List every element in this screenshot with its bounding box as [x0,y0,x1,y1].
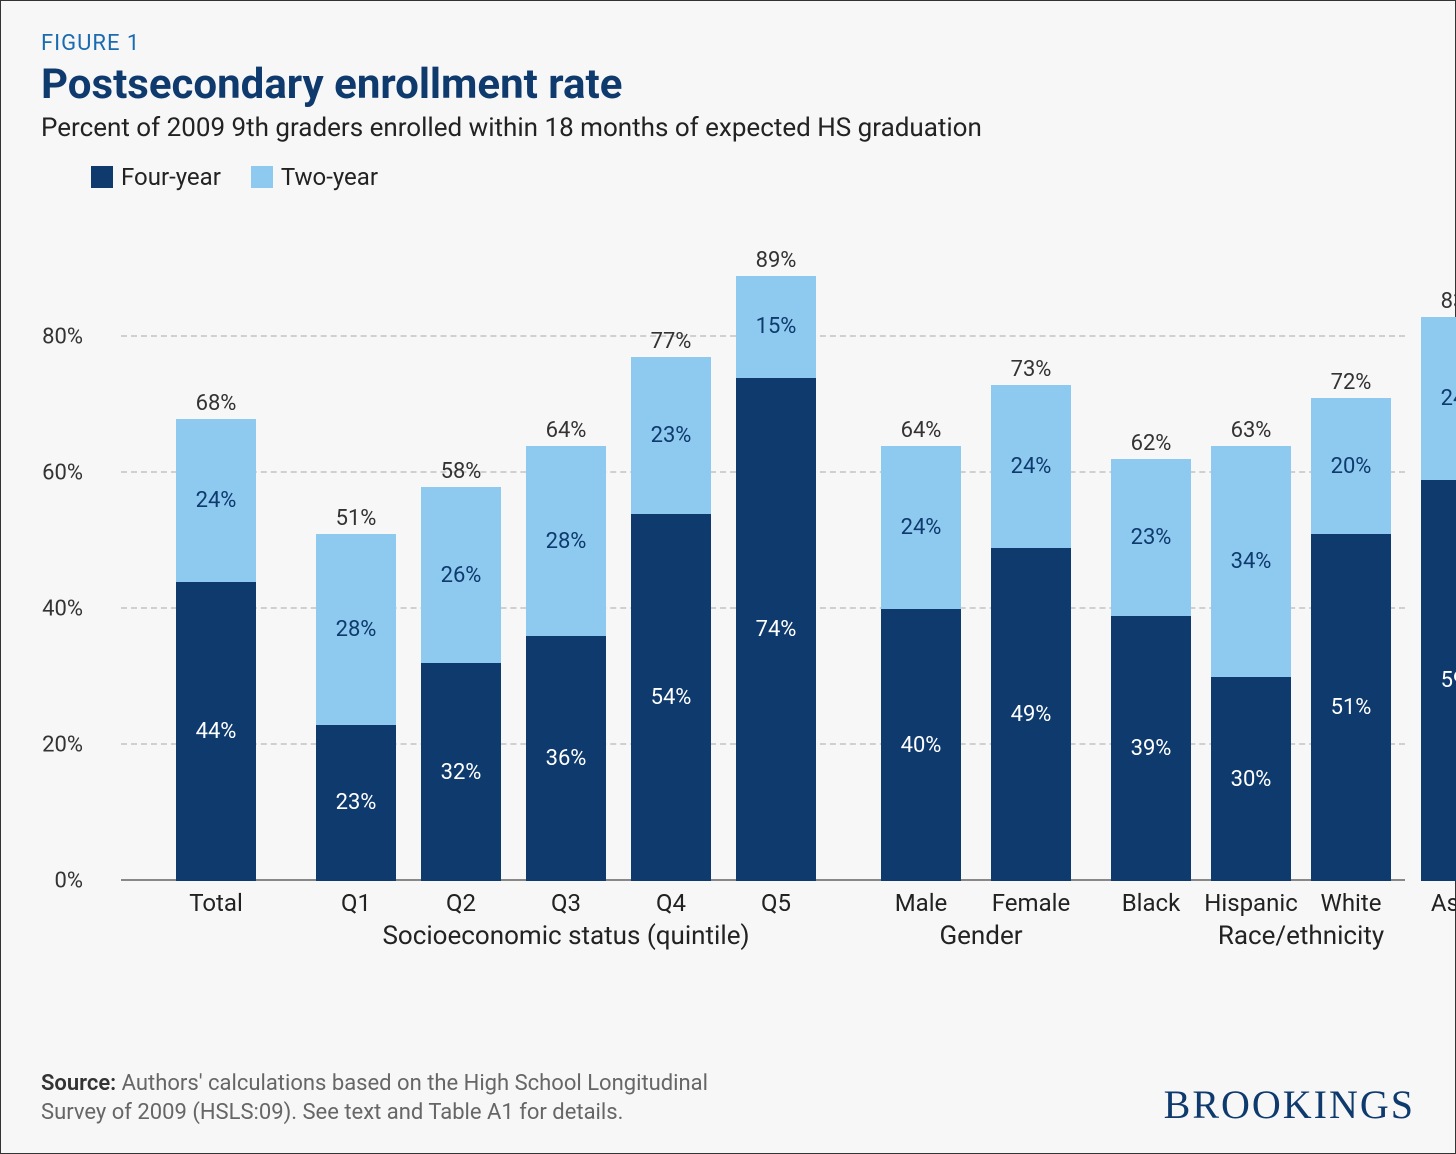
bar-q4: 77%23%54% [631,357,711,881]
bar-total-label: 51% [316,506,396,531]
bar-white: 72%20%51% [1311,398,1391,881]
bar-segment-fouryear: 74% [736,378,816,881]
bar-male: 64%24%40% [881,446,961,881]
bar-total-label: 63% [1211,418,1291,443]
y-tick-label: 0% [55,869,83,894]
figure-footer: Source: Authors' calculations based on t… [41,1069,1415,1128]
bar-hispanic: 63%34%30% [1211,446,1291,881]
bar-q5: 89%15%74% [736,276,816,881]
bar-segment-fouryear: 59% [1421,480,1456,881]
legend-swatch-twoyear [251,166,273,188]
source-note: Source: Authors' calculations based on t… [41,1069,721,1128]
bar-segment-twoyear: 28% [526,446,606,636]
category-label: Hispanic [1204,889,1298,917]
plot-area: 0%20%40%60%80% 68%24%44%51%28%23%58%26%3… [91,201,1405,961]
bar-total-label: 64% [881,418,961,443]
legend-label-fouryear: Four-year [121,163,221,191]
category-label: Total [189,889,243,917]
y-tick-label: 80% [42,325,83,350]
legend-item-fouryear: Four-year [91,163,221,191]
category-label: White [1321,889,1382,917]
category-label: Black [1122,889,1181,917]
figure-subtitle: Percent of 2009 9th graders enrolled wit… [41,113,1415,143]
bar-segment-twoyear: 24% [991,385,1071,548]
bar-total-label: 83% [1421,289,1456,314]
category-labels: Total Q1 Q2 Q3 Q4 Q5 Socioeconomic status (qui… [121,881,1405,961]
bar-q1: 51%28%23% [316,534,396,881]
bar-total-label: 89% [736,248,816,273]
bar-segment-fouryear: 36% [526,636,606,881]
legend: Four-year Two-year [91,163,1415,191]
bar-total-label: 72% [1311,370,1391,395]
bar-asian: 83%24%59% [1421,317,1456,881]
bar-segment-fouryear: 44% [176,582,256,881]
bar-segment-fouryear: 51% [1311,534,1391,881]
bar-segment-twoyear: 34% [1211,446,1291,677]
bar-segment-fouryear: 54% [631,514,711,881]
bar-segment-twoyear: 28% [316,534,396,724]
category-label: Q2 [446,889,476,917]
bar-black: 62%23%39% [1111,459,1191,881]
figure-title: Postsecondary enrollment rate [41,60,1415,109]
bar-total-label: 77% [631,329,711,354]
group-label: Socioeconomic status (quintile) [382,921,749,951]
bar-segment-fouryear: 32% [421,663,501,881]
y-tick-label: 20% [42,733,83,758]
bar-segment-twoyear: 24% [176,419,256,582]
bar-segment-twoyear: 15% [736,276,816,378]
figure-label: FIGURE 1 [41,31,1415,56]
group-label: Race/ethnicity [1218,921,1384,951]
bar-total-label: 68% [176,391,256,416]
legend-item-twoyear: Two-year [251,163,378,191]
bar-segment-twoyear: 23% [631,357,711,513]
category-label: Q4 [656,889,686,917]
bar-q3: 64%28%36% [526,446,606,881]
bars-area: 68%24%44%51%28%23%58%26%32%64%28%36%77%2… [121,201,1405,881]
bar-total-label: 73% [991,357,1071,382]
bar-female: 73%24%49% [991,385,1071,881]
legend-swatch-fouryear [91,166,113,188]
bar-segment-twoyear: 24% [1421,317,1456,480]
category-label: Q5 [761,889,791,917]
bar-total-label: 64% [526,418,606,443]
bar-total: 68%24%44% [176,419,256,881]
category-label: Asian [1431,889,1456,917]
y-tick-label: 60% [42,461,83,486]
bar-total-label: 62% [1111,431,1191,456]
source-prefix: Source: [41,1071,122,1096]
group-label: Gender [939,921,1022,951]
bar-q2: 58%26%32% [421,487,501,881]
y-axis: 0%20%40%60%80% [41,201,91,881]
bar-segment-fouryear: 30% [1211,677,1291,881]
category-label: Q3 [551,889,581,917]
category-label: Female [992,889,1070,917]
bar-segment-fouryear: 23% [316,725,396,881]
y-tick-label: 40% [42,597,83,622]
category-label: Q1 [341,889,371,917]
brand-logo: BROOKINGS [1164,1081,1415,1128]
bar-segment-twoyear: 26% [421,487,501,664]
bar-total-label: 58% [421,459,501,484]
source-text: Authors' calculations based on the High … [41,1071,708,1126]
figure-container: FIGURE 1 Postsecondary enrollment rate P… [0,0,1456,1154]
bar-segment-twoyear: 23% [1111,459,1191,615]
category-label: Male [895,889,948,917]
bar-segment-fouryear: 49% [991,548,1071,881]
bar-segment-twoyear: 24% [881,446,961,609]
bar-segment-fouryear: 40% [881,609,961,881]
bar-segment-twoyear: 20% [1311,398,1391,534]
bar-segment-fouryear: 39% [1111,616,1191,881]
legend-label-twoyear: Two-year [281,163,378,191]
